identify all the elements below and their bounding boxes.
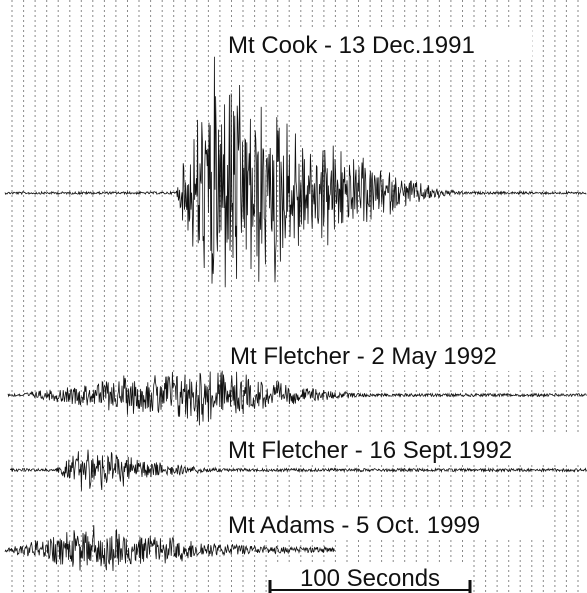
- scale-bar: 100 Seconds: [270, 564, 470, 593]
- page: Mt Cook - 13 Dec.1991 Mt Fletcher - 2 Ma…: [0, 0, 587, 593]
- trace-label: Mt Fletcher - 16 Sept.1992: [228, 437, 512, 464]
- trace-label: Mt Cook - 13 Dec.1991: [228, 32, 475, 59]
- seismogram-figure: Mt Cook - 13 Dec.1991 Mt Fletcher - 2 Ma…: [0, 0, 587, 593]
- trace-label: Mt Fletcher - 2 May 1992: [230, 343, 497, 370]
- trace-label: Mt Adams - 5 Oct. 1999: [228, 512, 480, 539]
- background: [0, 0, 587, 593]
- scale-label: 100 Seconds: [300, 565, 440, 592]
